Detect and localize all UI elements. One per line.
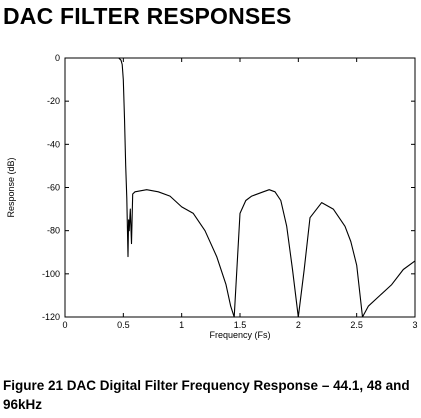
x-tick-label: 0.5 [117,320,130,330]
x-tick-label: 1.5 [234,320,247,330]
x-tick-label: 1 [179,320,184,330]
y-tick-label: -40 [47,139,60,149]
y-tick-label: -100 [42,269,60,279]
x-tick-label: 2.5 [350,320,363,330]
x-axis-title: Frequency (Fs) [209,330,270,340]
page-title: DAC FILTER RESPONSES [3,3,292,29]
y-tick-label: -60 [47,183,60,193]
plot-frame [64,57,416,318]
x-tick-label: 0 [62,320,67,330]
y-tick-label: -20 [47,96,60,106]
x-tick-label: 2 [296,320,301,330]
y-tick-label: -120 [42,312,60,322]
y-tick-label: 0 [55,53,60,63]
figure-caption: Figure 21 DAC Digital Filter Frequency R… [3,378,410,412]
x-tick-label: 3 [412,320,417,330]
y-tick-label: -80 [47,226,60,236]
y-axis-title: Response (dB) [6,157,16,217]
response-curve [65,57,416,318]
